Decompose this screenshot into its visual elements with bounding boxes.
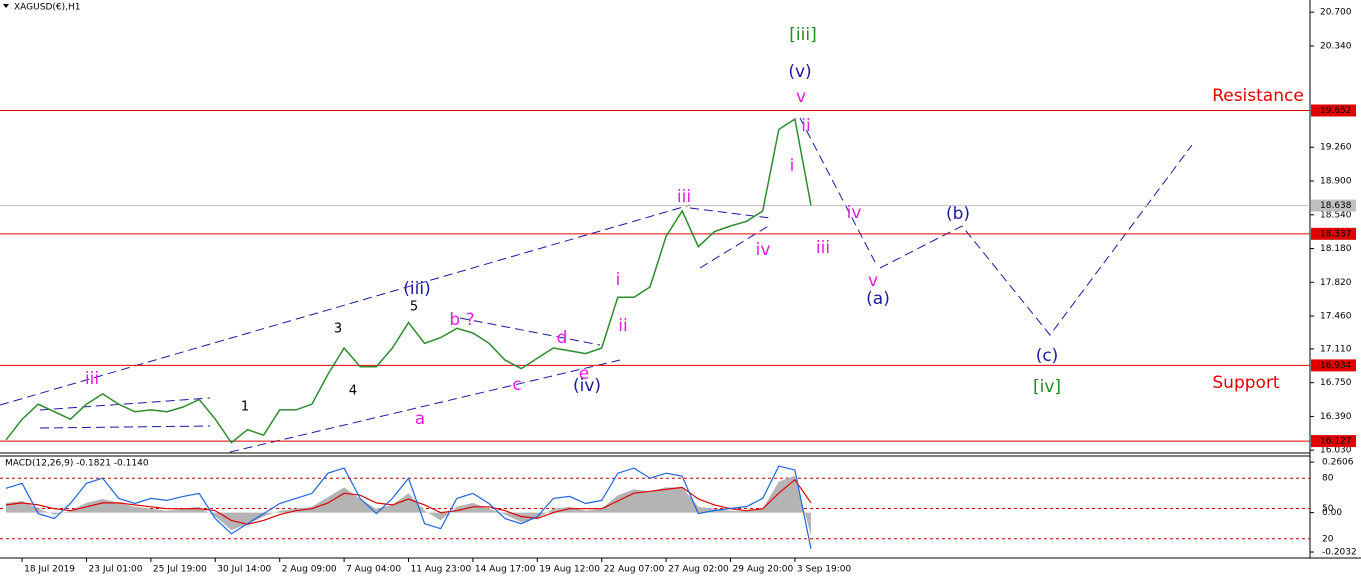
x-tick-label: 2 Aug 09:00 (282, 565, 337, 575)
wave-label: (b) (946, 204, 970, 224)
wave-label: i (790, 156, 795, 176)
wave-label: [iv] (1033, 377, 1061, 397)
y-tick-label: 16.750 (1320, 378, 1352, 388)
y-tick-label: 17.110 (1320, 344, 1352, 354)
x-tick-label: 11 Aug 23:00 (411, 565, 472, 575)
wave-label: [iii] (789, 25, 816, 45)
wave-label: 4 (349, 384, 357, 399)
triangle-line (459, 317, 601, 346)
wave-label: d (557, 328, 568, 348)
level-label: 16.934 (1320, 361, 1352, 371)
y-tick-label: 18.900 (1320, 177, 1352, 187)
chart-title: XAGUSD(€),H1 (14, 3, 80, 13)
y-tick-label: 17.460 (1320, 312, 1352, 322)
y-tick-label: 0.2606 (1322, 458, 1354, 468)
projection-line (879, 144, 1193, 336)
level-label: 18.638 (1320, 201, 1352, 211)
x-tick-label: 23 Jul 01:00 (89, 565, 143, 575)
indicator-line (5, 465, 812, 550)
y-tick-label: -0.2032 (1322, 548, 1357, 558)
x-tick-label: 27 Aug 02:00 (668, 565, 729, 575)
x-tick-label: 3 Sep 19:00 (797, 565, 852, 575)
wave-projection (0, 117, 1193, 453)
wave-label: iv (756, 240, 771, 260)
wave-label: Resistance (1212, 86, 1304, 106)
wave-label: b ? (449, 310, 474, 330)
wave-label: (iii) (403, 279, 430, 299)
x-tick-label: 7 Aug 04:00 (346, 565, 401, 575)
wave-label: v (796, 87, 806, 107)
wave-label: a (415, 409, 425, 429)
level-label: 18.337 (1320, 229, 1352, 239)
y-tick-label: 18.180 (1320, 244, 1352, 254)
y-tick-label: 0.00 (1322, 508, 1342, 518)
wave-label: (iv) (573, 376, 601, 396)
indicator-line (5, 478, 812, 525)
x-tick-label: 19 Aug 12:00 (539, 565, 600, 575)
y-tick-label: 18.540 (1320, 210, 1352, 220)
channel-line (0, 204, 691, 406)
x-tick-label: 22 Aug 07:00 (604, 565, 665, 575)
wave-label: i (616, 270, 621, 290)
y-tick-label: 19.260 (1320, 143, 1352, 153)
wave-label: (a) (866, 289, 890, 309)
x-tick-label: 30 Jul 14:00 (217, 565, 271, 575)
level-label-box (1311, 199, 1356, 212)
wave-label: (v) (788, 62, 811, 82)
wave-label: c (512, 375, 521, 395)
triangle-line (39, 425, 211, 429)
title-icon (3, 4, 9, 8)
x-tick-label: 18 Jul 2019 (24, 565, 75, 575)
y2-tick-label: 50 (1322, 504, 1334, 514)
y-tick-label: 16.390 (1320, 412, 1352, 422)
wave-label: v (868, 271, 878, 291)
level-label-box (1311, 359, 1356, 372)
x-tick-label: 14 Aug 17:00 (475, 565, 536, 575)
histogram-area (6, 475, 811, 536)
y2-tick-label: 20 (1322, 534, 1334, 544)
y-tick-label: 16.030 (1320, 446, 1352, 456)
y-tick-label: 20.340 (1320, 41, 1352, 51)
x-tick-label: 25 Jul 19:00 (153, 565, 207, 575)
wave-label: 1 (241, 400, 249, 415)
wave-label: iii (677, 187, 691, 207)
y2-tick-label: 80 (1322, 474, 1334, 484)
wave-label: iii (816, 238, 830, 258)
wave-label: ii (801, 116, 810, 136)
level-label: 19.652 (1320, 106, 1352, 116)
wave-label: e (579, 364, 589, 384)
wave-label: 3 (334, 322, 342, 337)
y-tick-label: 17.820 (1320, 278, 1352, 288)
wave-label: iii (85, 369, 99, 389)
level-label-box (1311, 104, 1356, 117)
price-line (5, 117, 812, 444)
y-tick-label: 20.700 (1320, 8, 1352, 18)
level-label: 16.127 (1320, 437, 1352, 447)
wave-label: ii (618, 316, 627, 336)
level-label-box (1311, 435, 1356, 448)
wave-label: Support (1212, 373, 1280, 393)
wave-label: iv (847, 203, 862, 223)
wave-label: (c) (1036, 346, 1059, 366)
level-label-box (1311, 227, 1356, 240)
channel-line (229, 359, 621, 453)
indicator-title: MACD(12,26,9) -0.1821 -0.1140 (5, 459, 149, 469)
wave-label: 5 (410, 300, 418, 315)
x-tick-label: 29 Aug 20:00 (733, 565, 794, 575)
triangle-line (39, 397, 211, 411)
